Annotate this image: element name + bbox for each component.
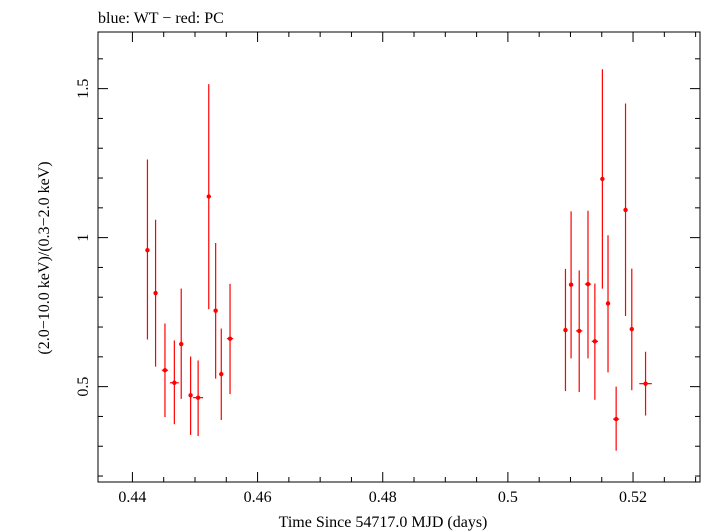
point-marker — [613, 416, 619, 422]
y-tick-label: 0.5 — [75, 377, 92, 397]
data-point — [576, 270, 583, 392]
x-tick-label: 0.52 — [619, 489, 647, 506]
data-point — [188, 356, 193, 435]
data-point — [584, 210, 592, 359]
point-marker — [592, 339, 598, 344]
data-point — [600, 69, 605, 289]
data-point — [153, 219, 158, 367]
point-marker — [605, 301, 611, 306]
point-marker — [563, 327, 568, 333]
x-tick-label: 0.44 — [118, 489, 146, 506]
point-marker — [213, 308, 218, 313]
y-axis-label: (2.0−10.0 keV)/(0.3−2.0 keV) — [36, 161, 53, 354]
data-point — [639, 351, 652, 416]
plot-frame — [97, 31, 701, 483]
point-marker — [629, 326, 634, 332]
x-tick-label: 0.46 — [244, 489, 272, 506]
point-marker — [577, 328, 582, 334]
data-point — [563, 268, 568, 392]
x-tick-label: 0.48 — [369, 489, 397, 506]
point-marker — [643, 381, 648, 386]
point-marker — [227, 336, 233, 341]
point-marker — [195, 395, 201, 400]
axes: 0.44 0.46 0.48 0.5 0.52 0.5 1 1.5 — [75, 31, 701, 506]
data-point — [179, 288, 184, 399]
point-marker — [206, 194, 211, 199]
data-point — [623, 103, 628, 317]
point-marker — [623, 207, 628, 213]
x-tick-label: 0.5 — [498, 489, 518, 506]
data-point — [169, 340, 179, 425]
data-point — [605, 235, 611, 373]
point-marker — [179, 341, 184, 347]
data-point — [145, 159, 150, 340]
data-point — [568, 211, 574, 359]
point-marker — [145, 247, 150, 253]
point-marker — [153, 290, 158, 296]
data-point — [161, 323, 169, 418]
data-point — [213, 242, 218, 379]
data-point — [613, 386, 620, 451]
chart-title: blue: WT − red: PC — [98, 10, 224, 27]
data-point — [591, 283, 598, 400]
point-marker — [600, 176, 605, 182]
data-point — [206, 84, 211, 310]
data-point — [629, 268, 634, 391]
data-point — [193, 360, 204, 437]
point-marker — [188, 393, 193, 398]
point-marker — [172, 380, 177, 385]
y-tick-label: 1.5 — [75, 79, 92, 99]
x-axis-label: Time Since 54717.0 MJD (days) — [279, 514, 488, 531]
point-marker — [219, 371, 224, 377]
point-marker — [568, 282, 574, 287]
data-point — [226, 283, 234, 395]
data-point — [219, 328, 224, 421]
point-marker — [585, 281, 591, 287]
point-marker — [162, 368, 168, 373]
data-points — [145, 69, 652, 451]
y-tick-label: 1 — [75, 234, 92, 242]
